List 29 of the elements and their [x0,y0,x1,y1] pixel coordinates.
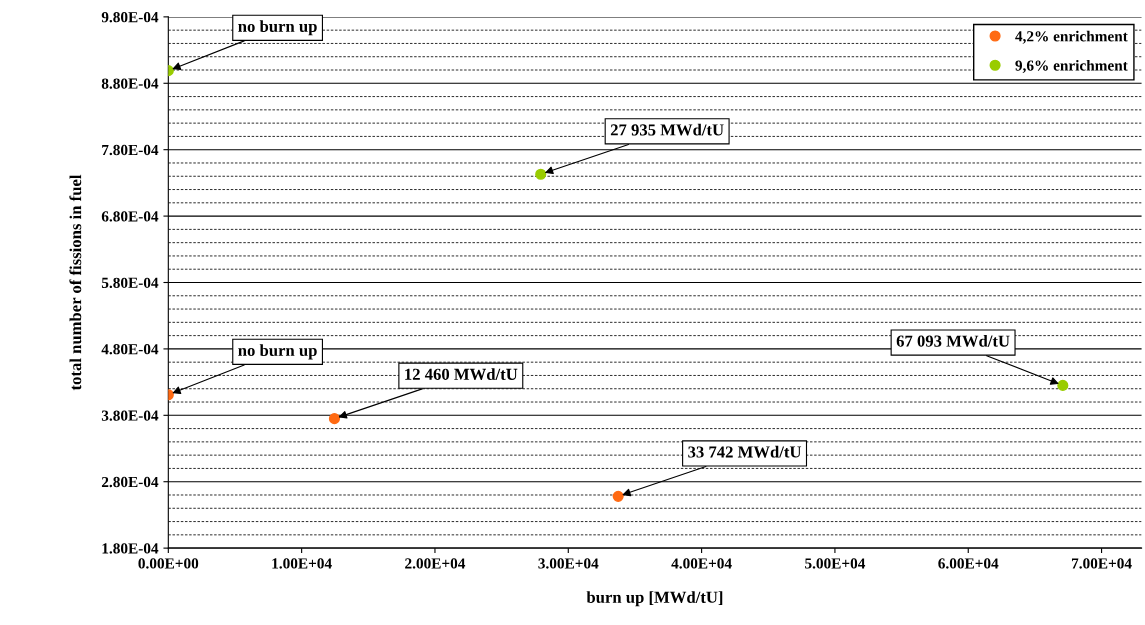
y-tick-label: 1.80E-04 [102,543,159,554]
point [612,490,624,502]
annotation: no burn up [238,20,317,36]
legend-label: 4,2% enrichment [1015,30,1128,44]
legend-label: 9,6% enrichment [1015,59,1128,73]
x-tick-label: 4.00E+04 [671,558,732,569]
y-tick-label: 4.80E-04 [101,344,159,355]
x-tick-label: 2.00E+04 [405,558,466,569]
y-tick-label: 2.80E-04 [101,476,159,488]
annotation: no burn up [238,344,317,360]
x-tick-label: 0.00E+00 [138,558,199,569]
point [535,168,547,180]
y-tick-label: 9.80E-04 [101,12,159,23]
annotation: 33 742 MWd/tU [688,445,802,458]
y-tick-label: 7.80E-04 [102,144,159,156]
x-tick-label: 7.00E+04 [1071,558,1132,569]
annotation: 27 935 MWd/tU [610,123,724,136]
x-tick-label: 5.00E+04 [805,558,866,569]
x-tick-label: 3.00E+04 [538,558,599,569]
y-tick-label: 8.80E-04 [101,78,159,89]
y-tick-label: 3.80E-04 [101,410,159,421]
y-tick-label: 5.80E-04 [101,277,159,289]
annotation: 67 093 MWd/tU [896,334,1010,347]
x-tick-label: 1.00E+04 [272,558,332,569]
x-axis-title: burn up [MWd/tU] [586,591,723,607]
x-tick-label: 6.00E+04 [938,558,999,569]
y-tick-label: 6.80E-04 [101,211,159,222]
y-axis-title: total number of fissions in fuel [69,174,82,391]
annotation: 12 460 MWd/tU [405,368,518,380]
